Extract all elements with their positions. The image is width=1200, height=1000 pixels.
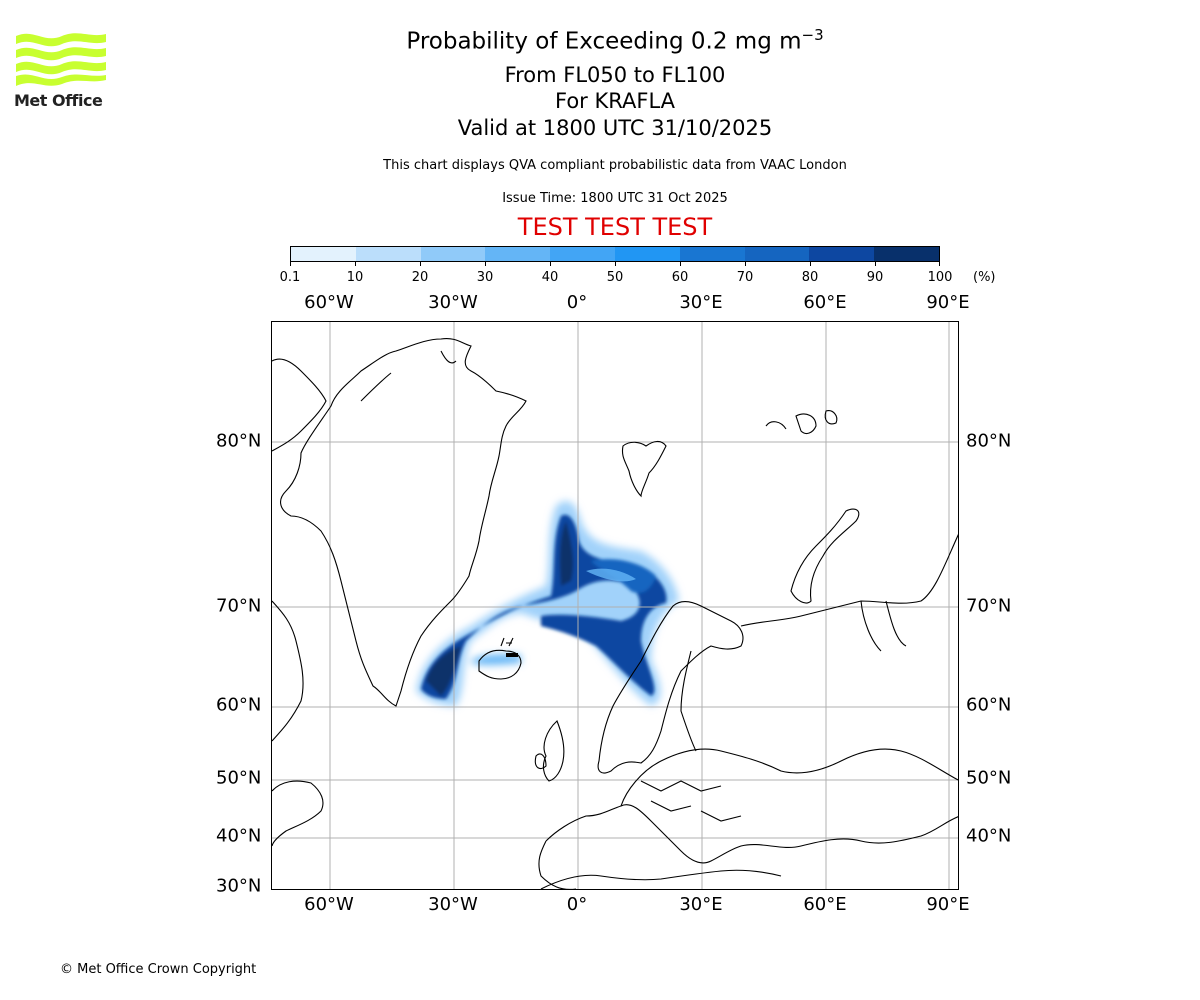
colorbar-label: 60 [671,270,689,285]
lat-label-right: 50°N [966,767,1012,789]
colorbar-label: 80 [801,270,819,285]
wave-logo-icon [16,33,106,86]
colorbar-tick [290,262,291,266]
issue-time: Issue Time: 1800 UTC 31 Oct 2025 [502,191,728,206]
colorbar-label: 40 [541,270,559,285]
colorbar-bin [744,247,810,261]
valid-time: Valid at 1800 UTC 31/10/2025 [457,116,773,140]
colorbar-unit: (%) [973,270,996,285]
colorbar-bin [874,247,939,261]
lat-label-right: 40°N [966,825,1012,847]
lon-label-bottom: 60°E [803,894,847,915]
lon-label-bottom: 60°W [304,894,354,915]
colorbar-tick [485,262,486,266]
colorbar-bin [355,247,421,261]
colorbar-tick [550,262,551,266]
lon-label-top: 30°W [428,292,478,313]
colorbar-label: 50 [606,270,624,285]
colorbar-tick [420,262,421,266]
colorbar-label: 20 [411,270,429,285]
coastlines [272,338,958,889]
lat-label-left: 70°N [216,595,262,617]
volcano-name: For KRAFLA [555,89,675,113]
lon-label-top: 60°E [803,292,847,313]
colorbar-tick [355,262,356,266]
lat-label-right: 80°N [966,430,1012,452]
flight-levels: From FL050 to FL100 [504,63,726,87]
lon-label-top: 30°E [679,292,723,313]
colorbar [290,246,940,262]
colorbar-bin [679,247,745,261]
lat-label-right: 70°N [966,595,1012,617]
colorbar-bin [614,247,680,261]
colorbar-label: 90 [866,270,884,285]
colorbar-bin [485,247,551,261]
title-superscript: −3 [801,26,824,44]
lon-label-bottom: 0° [566,894,588,915]
lon-label-top: 60°W [304,292,354,313]
subtitle: This chart displays QVA compliant probab… [383,158,847,173]
colorbar-label: 0.1 [279,270,301,285]
lat-label-left: 80°N [216,430,262,452]
lat-label-left: 50°N [216,767,262,789]
colorbar-label: 10 [346,270,364,285]
colorbar-tick [680,262,681,266]
lat-label-left: 40°N [216,825,262,847]
chart-title: Probability of Exceeding 0.2 mg m−3 [0,26,1200,55]
lon-label-bottom: 30°W [428,894,478,915]
volcano-marker [506,653,518,657]
lon-label-bottom: 90°E [926,894,970,915]
colorbar-label: 70 [736,270,754,285]
map-canvas [272,322,958,889]
logo-text: Met Office [14,91,103,110]
colorbar-bin [420,247,486,261]
colorbar-tick [875,262,876,266]
copyright: © Met Office Crown Copyright [60,962,257,977]
colorbar-bin [809,247,875,261]
graticule [272,322,958,889]
lat-label-left: 30°N [216,875,262,897]
met-office-logo: Met Office [14,30,106,112]
colorbar-tick [615,262,616,266]
test-banner: TEST TEST TEST [517,213,713,241]
colorbar-label: 30 [476,270,494,285]
title-text: Probability of Exceeding 0.2 mg m [406,28,802,55]
lon-label-top: 90°E [926,292,970,313]
ash-plume [416,501,679,706]
colorbar-label: 100 [927,270,953,285]
colorbar-bin [291,247,356,261]
colorbar-tick [939,262,940,266]
colorbar-tick [810,262,811,266]
lon-label-top: 0° [566,292,588,313]
lon-label-bottom: 30°E [679,894,723,915]
lat-label-right: 60°N [966,694,1012,716]
map-panel[interactable] [271,321,959,890]
lat-label-left: 60°N [216,694,262,716]
colorbar-bin [550,247,615,261]
colorbar-tick [745,262,746,266]
